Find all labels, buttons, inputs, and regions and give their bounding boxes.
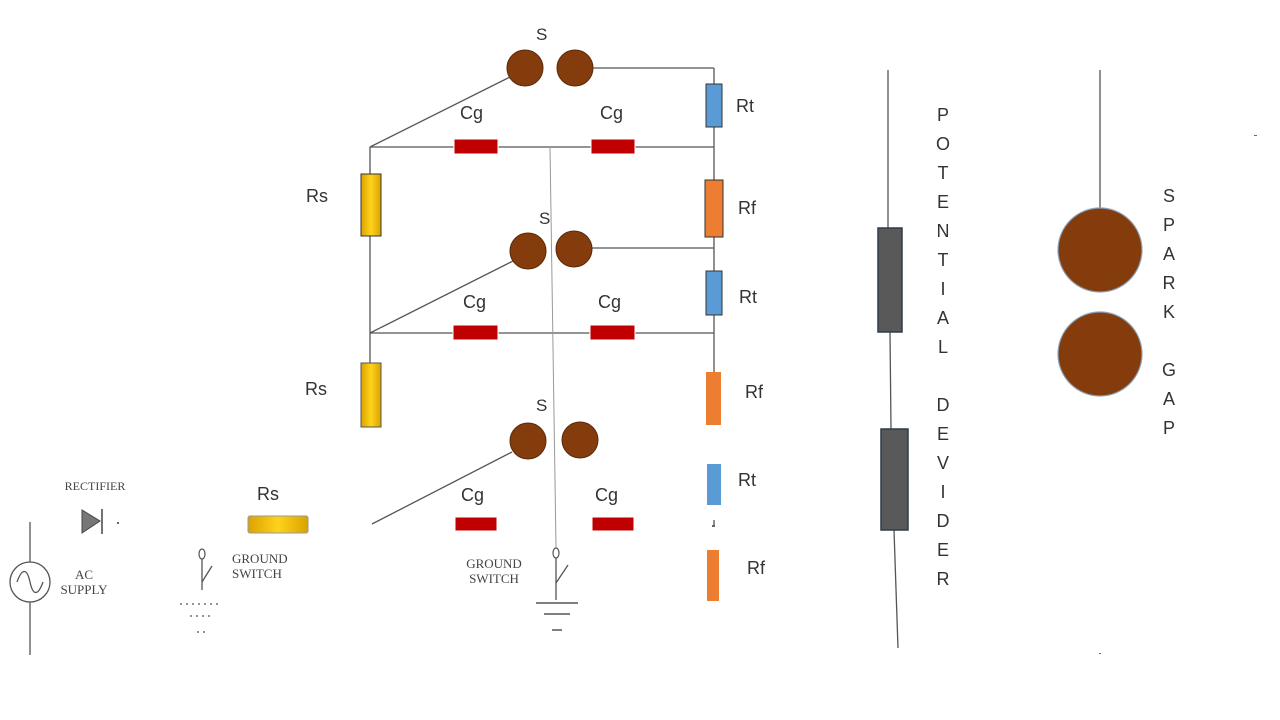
spark-gap-title-letter: K xyxy=(1162,302,1175,322)
potential-divider-title-letter: T xyxy=(937,163,949,183)
spark-gap-title-letter: A xyxy=(1162,244,1175,264)
sphere-left xyxy=(509,232,547,270)
potential-divider-title-letter: D xyxy=(936,511,950,531)
potential-divider-title-letter: E xyxy=(936,424,949,444)
wires xyxy=(29,67,1101,655)
spark-gap-title-letter: P xyxy=(1162,418,1175,438)
spark-gap-title-letter xyxy=(1166,327,1171,356)
potential-divider-title-letter: P xyxy=(936,105,949,125)
rs-resistor xyxy=(360,173,382,237)
spark-gap-title-letter: P xyxy=(1162,215,1175,235)
cg-capacitor xyxy=(590,138,636,155)
cg-label: Cg xyxy=(598,292,622,312)
spark-gap-title-letter: R xyxy=(1162,273,1176,293)
divider-resistor-upper xyxy=(877,227,903,333)
ac-source-icon xyxy=(9,561,51,603)
rt-label: Rt xyxy=(736,96,754,116)
rt-resistor xyxy=(705,83,723,128)
cg-capacitor xyxy=(452,324,499,341)
rf-label: Rf xyxy=(738,198,756,218)
rectifier-diode-icon xyxy=(81,509,103,534)
cg-label: Cg xyxy=(463,292,487,312)
divider-resistor-lower xyxy=(880,428,909,531)
sphere-right xyxy=(555,230,593,268)
cg-capacitor xyxy=(589,324,636,341)
rt-resistor xyxy=(705,270,723,316)
potential-divider-title-letter: O xyxy=(935,134,950,154)
ac-supply-label: AC SUPPLY xyxy=(60,567,108,597)
rf-resistor xyxy=(707,550,719,601)
rs-label: Rs xyxy=(306,186,328,206)
cg-label: Cg xyxy=(600,103,624,123)
rectifier-label: RECTIFIER xyxy=(64,479,126,493)
potential-divider-title-letter: E xyxy=(936,192,949,212)
ground-switch-center-label: GROUND SWITCH xyxy=(466,556,522,586)
potential-divider-title-letter xyxy=(940,362,945,391)
rt-label: Rt xyxy=(738,470,756,490)
spark-gap-sphere-upper xyxy=(1057,207,1143,293)
rs-resistor xyxy=(360,362,382,428)
rf-resistor xyxy=(706,372,721,425)
sphere-left xyxy=(506,49,544,87)
rt-resistor xyxy=(707,464,721,505)
spark-gap-title-letter: A xyxy=(1162,389,1175,409)
potential-divider-title-letter: N xyxy=(936,221,950,241)
potential-divider-title-letter: D xyxy=(936,395,950,415)
rs-label: Rs xyxy=(305,379,327,399)
cg-capacitors xyxy=(452,138,636,532)
potential-divider-title-letter: L xyxy=(937,337,948,357)
stray-marks xyxy=(117,135,1257,654)
sphere-left xyxy=(509,422,547,460)
potential-divider-title-letter: E xyxy=(936,540,949,560)
rt-label: Rt xyxy=(739,287,757,307)
spark-gap-stage-1 xyxy=(506,49,594,87)
cg-capacitor xyxy=(591,516,635,532)
spark-gap-title-letter: S xyxy=(1162,186,1175,206)
spark-gap-title-letter: G xyxy=(1161,360,1176,380)
ground-switch-left-label: GROUND SWITCH xyxy=(232,551,288,581)
ground-switch-left-icon xyxy=(180,548,222,633)
cg-label: Cg xyxy=(460,103,484,123)
rf-resistor xyxy=(704,179,724,238)
ground-switch-center-icon xyxy=(536,547,578,631)
potential-divider-title-letter: I xyxy=(940,279,946,299)
potential-divider-resistors xyxy=(877,227,909,531)
spark-gap-stage-2 xyxy=(509,230,593,270)
cg-label: Cg xyxy=(461,485,485,505)
sphere-right xyxy=(556,49,594,87)
sphere-gap-label-s3: S xyxy=(536,396,548,415)
cg-label: Cg xyxy=(595,485,619,505)
potential-divider-title-letter: R xyxy=(936,569,950,589)
rt-resistors xyxy=(705,83,723,505)
rs-legend-label: Rs xyxy=(257,484,279,504)
potential-divider-title-letter: I xyxy=(940,482,946,502)
spark-gap-stage-3 xyxy=(509,421,599,460)
rf-resistors xyxy=(704,179,724,601)
potential-divider-title-letter: T xyxy=(937,250,949,270)
spark-gap-spheres xyxy=(1057,207,1143,397)
cg-capacitor xyxy=(454,516,498,532)
sphere-gap-label-s1: S xyxy=(536,25,548,44)
cg-capacitor xyxy=(453,138,499,155)
rs-resistors xyxy=(247,173,382,534)
rf-label: Rf xyxy=(745,382,763,402)
sphere-gap-label-s2: S xyxy=(539,209,551,228)
spark-gap-sphere-lower xyxy=(1057,311,1143,397)
sphere-right xyxy=(561,421,599,459)
rs-resistor-legend xyxy=(247,515,309,534)
rf-label: Rf xyxy=(747,558,765,578)
potential-divider-title-letter: V xyxy=(936,453,949,473)
potential-divider-title-letter: A xyxy=(936,308,949,328)
